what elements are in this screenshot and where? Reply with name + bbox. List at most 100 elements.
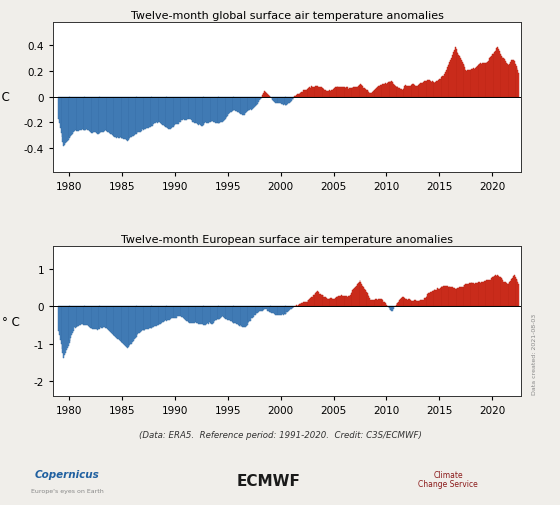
Bar xyxy=(194,97,195,124)
Bar xyxy=(516,281,517,307)
Bar xyxy=(423,300,424,307)
Bar xyxy=(92,307,94,330)
Bar xyxy=(119,97,120,138)
Bar xyxy=(390,83,391,97)
Bar xyxy=(401,299,402,307)
Bar xyxy=(438,289,439,307)
Bar xyxy=(403,90,404,97)
Bar xyxy=(495,276,496,307)
Bar xyxy=(425,298,426,307)
Bar xyxy=(296,96,297,97)
Bar xyxy=(72,307,73,333)
Bar xyxy=(513,277,514,307)
Bar xyxy=(436,82,437,97)
Bar xyxy=(149,97,150,128)
Bar xyxy=(91,307,92,329)
Bar xyxy=(281,97,282,105)
Bar xyxy=(327,299,328,307)
Bar xyxy=(424,82,425,97)
Bar xyxy=(137,307,138,334)
Bar xyxy=(265,307,266,310)
Bar xyxy=(377,300,378,307)
Bar xyxy=(378,87,379,97)
Bar xyxy=(479,65,480,97)
Bar xyxy=(106,307,108,328)
Bar xyxy=(215,97,216,124)
Bar xyxy=(164,307,165,322)
Bar xyxy=(282,97,283,105)
Bar xyxy=(360,281,361,307)
Bar xyxy=(333,90,334,97)
Bar xyxy=(455,289,456,307)
Bar xyxy=(251,97,252,111)
Bar xyxy=(304,302,305,307)
Bar xyxy=(357,285,358,307)
Text: (Data: ERA5.  Reference period: 1991-2020.  Credit: C3S/ECMWF): (Data: ERA5. Reference period: 1991-2020… xyxy=(138,430,422,439)
Bar xyxy=(241,97,242,114)
Bar xyxy=(513,61,514,97)
Bar xyxy=(338,297,339,307)
Bar xyxy=(138,97,139,133)
Bar xyxy=(68,307,69,346)
Bar xyxy=(146,307,147,329)
Bar xyxy=(105,307,106,328)
Bar xyxy=(380,299,381,307)
Bar xyxy=(488,280,489,307)
Bar xyxy=(274,307,275,314)
Bar xyxy=(363,89,364,97)
Bar xyxy=(504,60,505,97)
Bar xyxy=(517,283,518,307)
Bar xyxy=(518,73,519,97)
Bar xyxy=(79,97,80,131)
Bar xyxy=(73,307,74,331)
Bar xyxy=(343,88,344,97)
Bar xyxy=(468,284,469,307)
Bar xyxy=(276,97,277,104)
Bar xyxy=(112,307,113,335)
Bar xyxy=(376,300,377,307)
Bar xyxy=(506,284,507,307)
Bar xyxy=(354,88,355,97)
Bar xyxy=(303,91,304,97)
Bar xyxy=(246,307,247,327)
Bar xyxy=(201,97,202,127)
Bar xyxy=(311,87,312,97)
Bar xyxy=(214,97,215,123)
Bar xyxy=(287,97,288,105)
Bar xyxy=(185,97,186,121)
Bar xyxy=(446,71,447,97)
Bar xyxy=(206,307,207,325)
Bar xyxy=(430,293,431,307)
Bar xyxy=(113,307,114,335)
Bar xyxy=(180,307,181,316)
Bar xyxy=(391,82,392,97)
Bar xyxy=(146,97,147,129)
Bar xyxy=(73,97,74,132)
Bar xyxy=(352,88,353,97)
Bar xyxy=(235,97,236,112)
Bar xyxy=(147,307,148,329)
Bar xyxy=(323,296,324,307)
Bar xyxy=(472,283,473,307)
Bar xyxy=(170,97,171,130)
Bar xyxy=(198,307,199,324)
Bar xyxy=(470,283,472,307)
Bar xyxy=(190,97,191,120)
Text: Copernicus: Copernicus xyxy=(35,469,100,479)
Bar xyxy=(168,97,169,129)
Bar xyxy=(497,276,498,307)
Bar xyxy=(372,93,373,97)
Bar xyxy=(259,97,260,101)
Bar xyxy=(499,52,500,97)
Bar xyxy=(150,307,151,328)
Bar xyxy=(236,97,237,112)
Bar xyxy=(176,307,177,318)
Bar xyxy=(485,64,486,97)
Bar xyxy=(213,97,214,123)
Bar xyxy=(283,307,284,315)
Bar xyxy=(120,97,122,139)
Bar xyxy=(404,87,405,97)
Bar xyxy=(432,82,433,97)
Bar xyxy=(309,300,310,307)
Bar xyxy=(355,88,356,97)
